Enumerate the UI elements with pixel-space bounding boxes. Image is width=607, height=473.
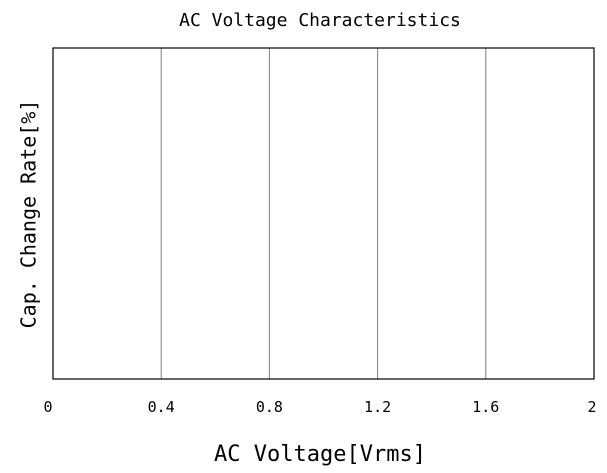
x-tick-label: 0.4	[148, 398, 175, 416]
x-tick-label: 2	[587, 398, 596, 416]
x-tick-label: 1.2	[364, 398, 391, 416]
plot-area-frame	[52, 47, 595, 380]
chart-title: AC Voltage Characteristics	[179, 10, 461, 31]
x-tick-label: 0.8	[256, 398, 283, 416]
x-axis-label: AC Voltage[Vrms]	[214, 442, 426, 467]
grid-lines	[160, 48, 487, 379]
x-tick-labels: 0 0.4 0.8 1.2 1.6 2	[43, 398, 596, 416]
x-tick-label: 0	[43, 398, 52, 416]
x-tick-label: 1.6	[472, 398, 499, 416]
y-axis-label: Cap. Change Rate[%]	[17, 100, 41, 329]
